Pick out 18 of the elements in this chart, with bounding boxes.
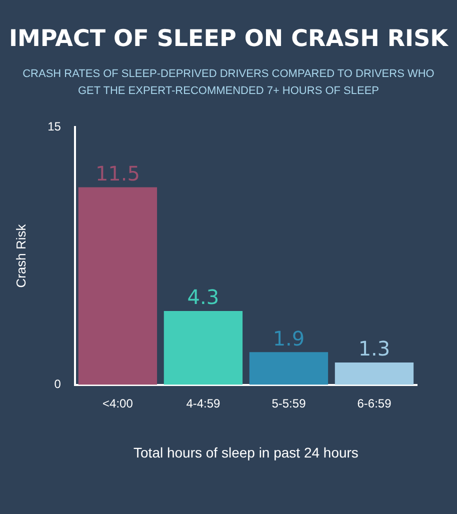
y-tick-label: 0 — [54, 377, 62, 392]
bar — [334, 362, 414, 385]
bar — [249, 352, 328, 385]
data-label: 11.5 — [95, 162, 140, 186]
data-label: 1.3 — [358, 336, 390, 361]
x-tick-label: 4-4:59 — [186, 396, 221, 410]
chart-title: IMPACT OF SLEEP ON CRASH RISK — [8, 25, 450, 52]
x-tick-label: 6-6:59 — [357, 396, 392, 410]
x-tick-label: <4:00 — [102, 396, 134, 410]
data-label: 4.3 — [187, 285, 220, 310]
chart-subtitle: CRASH RATES OF SLEEP-DEPRIVED DRIVERS COMPARED TO DRIVERS WHO GET THE EXPERT-RECOMMENDED 7+ HOURS OF SLEEP — [22, 67, 436, 99]
y-axis-title: Crash Risk — [13, 224, 28, 288]
y-tick-label: 15 — [48, 120, 62, 134]
bar — [78, 187, 158, 385]
x-tick-label: 5-5:59 — [272, 396, 306, 410]
bar — [164, 310, 243, 385]
x-axis-title: Total hours of sleep in past 24 hours — [134, 444, 358, 460]
data-label: 1.9 — [272, 326, 305, 350]
